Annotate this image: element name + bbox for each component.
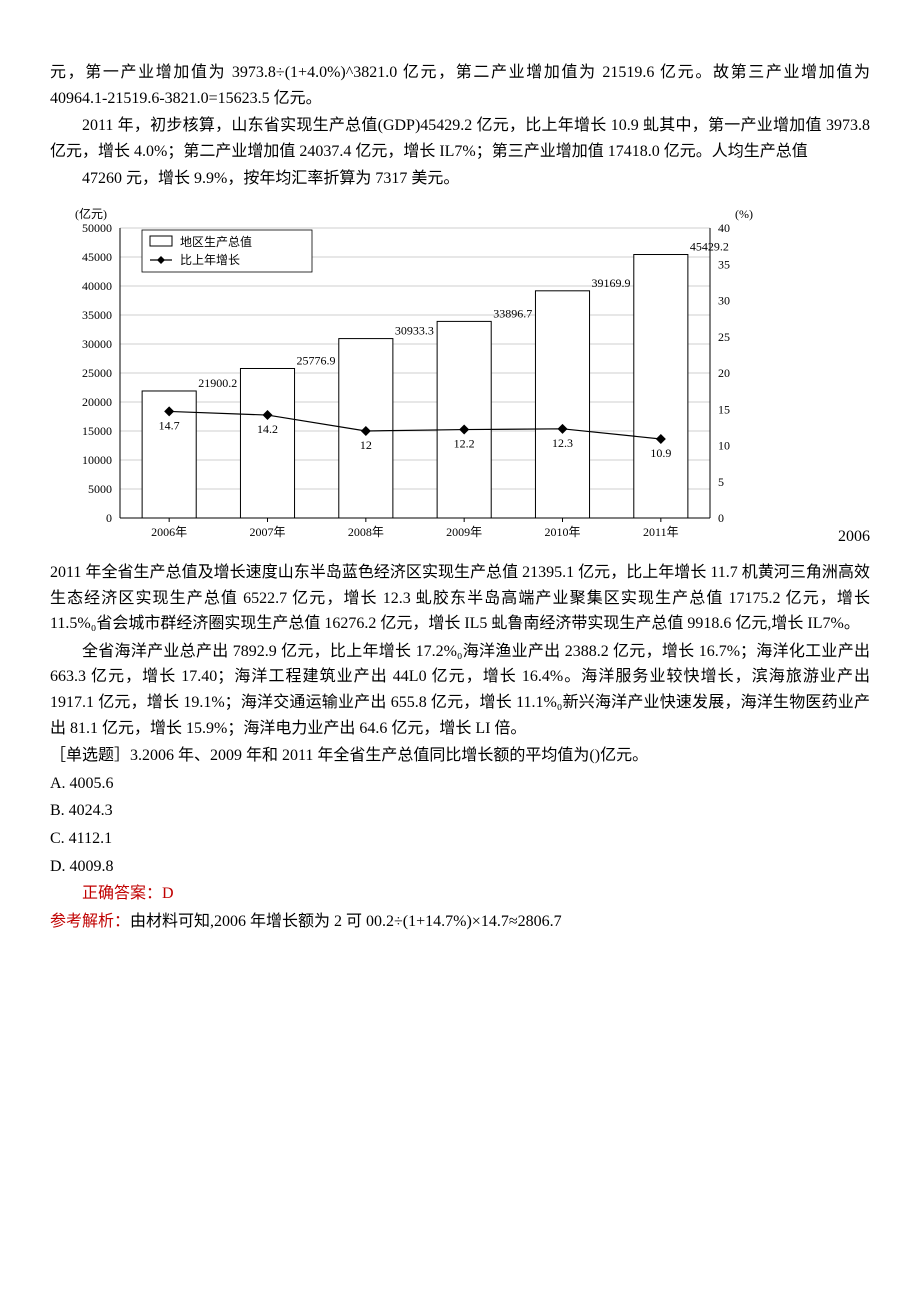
paragraph-4: 全省海洋产业总产出 7892.9 亿元，比上年增长 17.2%₀海洋渔业产出 2…	[50, 639, 870, 741]
svg-text:20000: 20000	[82, 395, 112, 409]
svg-text:(%): (%)	[735, 207, 753, 221]
options-block: A. 4005.6 B. 4024.3 C. 4112.1 D. 4009.8	[50, 771, 870, 879]
svg-text:5: 5	[718, 475, 724, 489]
year-range-label: 2006	[838, 524, 870, 550]
svg-text:25776.9: 25776.9	[297, 353, 336, 367]
analysis-line: 参考解析：由材料可知,2006 年增长额为 2 可 00.2÷(1+14.7%)…	[50, 909, 870, 935]
svg-text:30933.3: 30933.3	[395, 324, 434, 338]
svg-text:0: 0	[106, 511, 112, 525]
svg-text:(亿元): (亿元)	[75, 206, 107, 221]
svg-text:21900.2: 21900.2	[198, 376, 237, 390]
svg-text:12.2: 12.2	[454, 437, 475, 451]
svg-text:2009年: 2009年	[446, 525, 482, 539]
svg-text:25: 25	[718, 330, 730, 344]
svg-text:5000: 5000	[88, 482, 112, 496]
svg-text:45429.2: 45429.2	[690, 239, 729, 253]
option-a: A. 4005.6	[50, 771, 870, 797]
svg-text:40000: 40000	[82, 279, 112, 293]
svg-text:45000: 45000	[82, 250, 112, 264]
analysis-label: 参考解析：	[50, 913, 130, 930]
svg-text:39169.9: 39169.9	[592, 276, 631, 290]
svg-text:14.2: 14.2	[257, 422, 278, 436]
svg-text:20: 20	[718, 366, 730, 380]
svg-text:50000: 50000	[82, 221, 112, 235]
svg-text:12: 12	[360, 438, 372, 452]
svg-text:2008年: 2008年	[348, 525, 384, 539]
question-text: ［单选题］3.2006 年、2009 年和 2011 年全省生产总值同比增长额的…	[50, 743, 870, 769]
svg-text:2010年: 2010年	[544, 525, 580, 539]
analysis-text: 由材料可知,2006 年增长额为 2 可 00.2÷(1+14.7%)×14.7…	[130, 913, 562, 930]
chart-svg: (亿元)(%)050001000015000200002500030000350…	[50, 198, 770, 558]
svg-text:15: 15	[718, 402, 730, 416]
svg-text:0: 0	[718, 511, 724, 525]
svg-text:10000: 10000	[82, 453, 112, 467]
svg-text:35000: 35000	[82, 308, 112, 322]
svg-text:30: 30	[718, 293, 730, 307]
svg-text:2006年: 2006年	[151, 525, 187, 539]
paragraph-1: 元，第一产业增加值为 3973.8÷(1+4.0%)^3821.0 亿元，第二产…	[50, 60, 870, 111]
paragraph-3: 2011 年全省生产总值及增长速度山东半岛蓝色经济区实现生产总值 21395.1…	[50, 560, 870, 637]
svg-text:12.3: 12.3	[552, 436, 573, 450]
svg-text:30000: 30000	[82, 337, 112, 351]
svg-text:2011年: 2011年	[643, 525, 679, 539]
svg-text:2007年: 2007年	[249, 525, 285, 539]
svg-text:比上年增长: 比上年增长	[180, 253, 240, 267]
svg-text:15000: 15000	[82, 424, 112, 438]
svg-text:40: 40	[718, 221, 730, 235]
svg-text:14.7: 14.7	[159, 418, 180, 432]
svg-text:地区生产总值: 地区生产总值	[180, 234, 252, 249]
paragraph-2b: 47260 元，增长 9.9%，按年均汇率折算为 7317 美元。	[50, 166, 870, 192]
svg-text:33896.7: 33896.7	[493, 306, 532, 320]
option-d: D. 4009.8	[50, 854, 870, 880]
option-c: C. 4112.1	[50, 826, 870, 852]
answer-label: 正确答案：	[82, 885, 162, 902]
svg-text:25000: 25000	[82, 366, 112, 380]
answer-value: D	[162, 885, 174, 902]
svg-text:10.9: 10.9	[650, 446, 671, 460]
svg-text:10: 10	[718, 438, 730, 452]
paragraph-2a: 2011 年，初步核算，山东省实现生产总值(GDP)45429.2 亿元，比上年…	[50, 113, 870, 164]
gdp-chart: (亿元)(%)050001000015000200002500030000350…	[50, 198, 870, 558]
answer-line: 正确答案：D	[50, 881, 870, 907]
option-b: B. 4024.3	[50, 798, 870, 824]
svg-text:35: 35	[718, 257, 730, 271]
